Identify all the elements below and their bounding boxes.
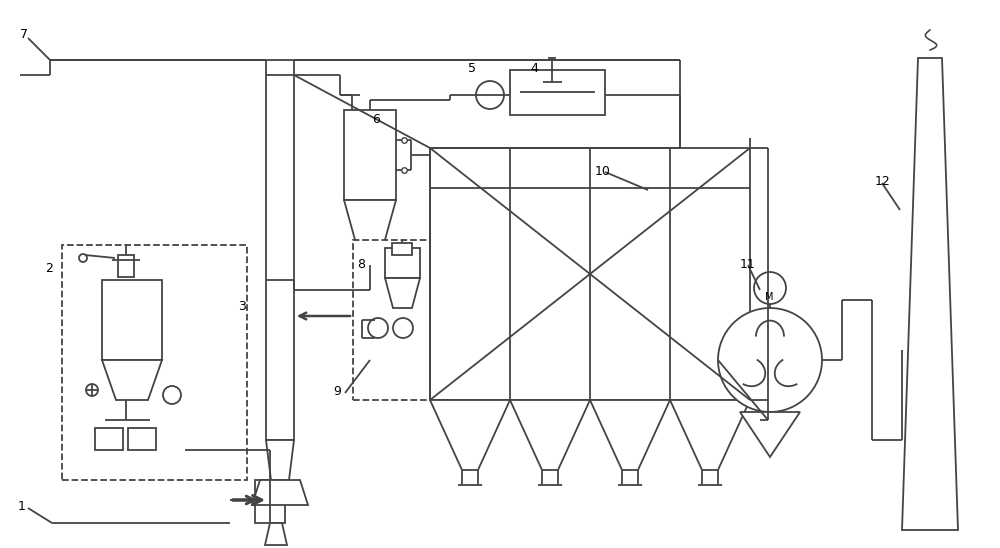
Bar (118, 255, 134, 277)
Polygon shape (385, 278, 420, 308)
Text: 10: 10 (595, 165, 611, 178)
Bar (353, 240, 458, 400)
Polygon shape (252, 480, 308, 505)
Circle shape (163, 386, 181, 404)
Bar (95, 428, 123, 450)
Bar (430, 148, 750, 400)
Bar (266, 75, 294, 440)
Circle shape (393, 318, 413, 338)
Text: 5: 5 (468, 62, 476, 75)
Bar (344, 110, 396, 200)
Text: 12: 12 (875, 175, 891, 188)
Circle shape (718, 308, 822, 412)
Polygon shape (344, 200, 396, 265)
Circle shape (79, 254, 87, 262)
Polygon shape (255, 480, 285, 523)
Bar (385, 248, 420, 278)
Polygon shape (102, 360, 162, 400)
Text: 4: 4 (530, 62, 538, 75)
Circle shape (86, 384, 98, 396)
Text: 7: 7 (20, 28, 28, 41)
Bar (102, 280, 162, 360)
Text: 11: 11 (740, 258, 756, 271)
Bar (62, 245, 247, 480)
Circle shape (476, 81, 504, 109)
Polygon shape (590, 400, 670, 470)
Bar (392, 243, 412, 255)
Text: 9: 9 (333, 385, 341, 398)
Circle shape (754, 272, 786, 304)
Text: 2: 2 (45, 262, 53, 275)
Polygon shape (266, 440, 294, 480)
Polygon shape (510, 400, 590, 470)
Polygon shape (430, 400, 510, 470)
Text: 3: 3 (238, 300, 246, 313)
Text: 1: 1 (18, 500, 26, 513)
Text: M: M (765, 292, 774, 302)
Polygon shape (902, 58, 958, 530)
Polygon shape (265, 523, 287, 545)
Polygon shape (740, 412, 800, 457)
Text: 8: 8 (357, 258, 365, 271)
Polygon shape (670, 400, 750, 470)
Bar (128, 428, 156, 450)
Text: 6: 6 (372, 113, 380, 126)
Bar (510, 70, 605, 115)
Circle shape (368, 318, 388, 338)
